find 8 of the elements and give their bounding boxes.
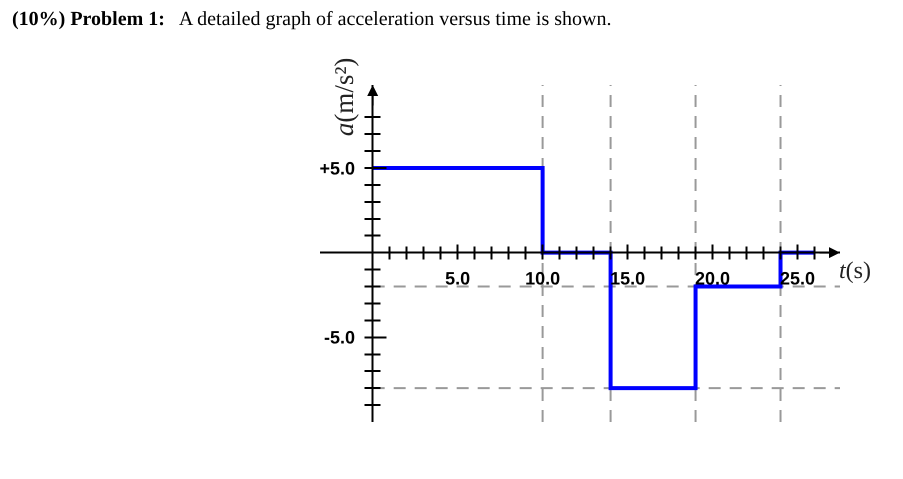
x-tick-label: 10.0 [525,268,560,288]
x-axis-title: t(s) [839,258,871,284]
y-tick-label: -5.0 [324,328,356,348]
x-tick-label: 20.0 [695,268,730,288]
x-tick-label: 5.0 [445,268,470,288]
y-axis-title: a(m/s²) [329,58,360,136]
chart-title: (10%) Problem 1: A detailed graph of acceleration versus time is shown. [12,8,612,30]
y-tick-label: +5.0 [320,158,356,178]
